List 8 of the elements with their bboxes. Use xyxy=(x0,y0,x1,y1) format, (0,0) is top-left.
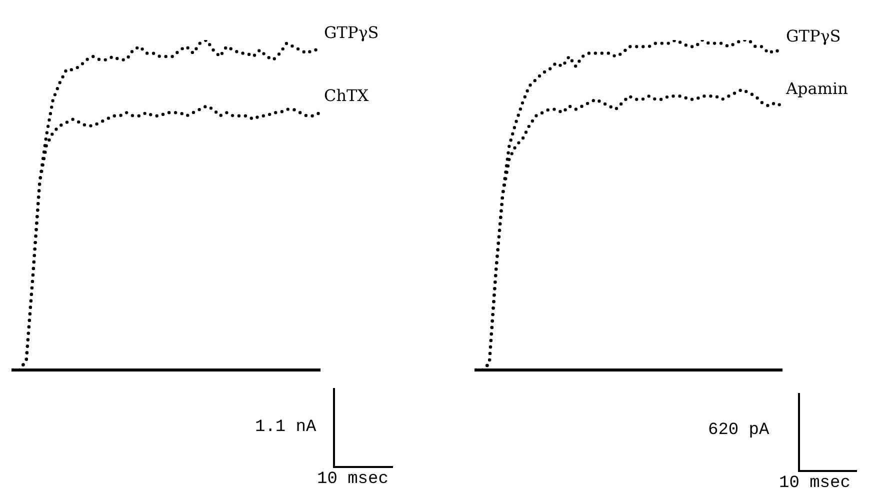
text: 1.1 nA xyxy=(255,418,316,437)
text: 620 pA xyxy=(708,421,770,440)
text: 10 msec xyxy=(317,470,388,489)
text: 10 msec xyxy=(779,474,850,493)
series-label: GTPγS xyxy=(324,23,379,42)
series-label: GTPγS xyxy=(786,26,841,46)
series-label: Apamin xyxy=(785,79,848,98)
series-label: ChTX xyxy=(324,86,370,105)
